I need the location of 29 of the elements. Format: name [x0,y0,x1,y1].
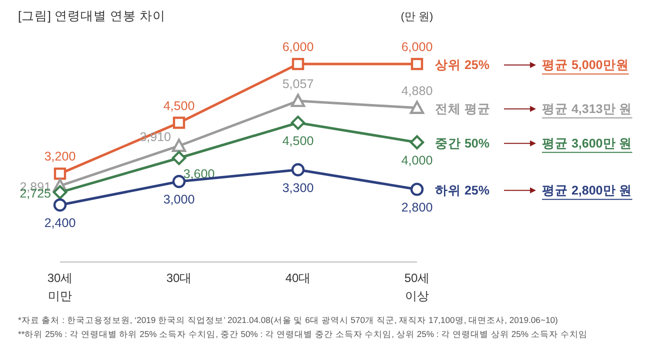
data-label: 3,200 [44,150,76,164]
data-label: 2,400 [44,216,76,230]
text: 평균 5,000만원 [542,58,629,72]
data-label: 4,880 [401,84,433,98]
data-label: 6,000 [282,40,314,54]
text: 평균 4,313만 원 [542,102,632,116]
series-label: 중간 50% [435,136,490,150]
text: 평균 2,800만 원 [542,183,632,198]
text: *자료 출처 : 한국고용정보원, ‘2019 한국의 직업정보’ 2021.04.08(서울 및 6대 광역시 570개 직군, 재직자 17,100명, 대면조사, 2019.06~10) [18,315,558,325]
x-tick-label: 30대 [166,271,192,285]
data-label: 2,800 [401,200,433,214]
data-label: 6,000 [401,40,433,54]
data-label: 3,600 [183,167,215,181]
data-label: 3,300 [282,180,314,195]
x-tick-label: 30세 미만 [47,271,73,303]
data-label: 4,500 [163,98,195,113]
x-tick-label: 50세 이상 [404,271,430,303]
text: **하위 25% : 각 연령대별 하위 25% 소득자 수치임, 중간 50% : 각 연령대별 중간 소득자 수치임, 상위 25% : 각 연령대별 상위 25% 소득자 수치임 [18,329,588,339]
series-label: 하위 25% [435,183,490,198]
chart-title: [그림] 연령대별 연봉 차이 [18,9,166,23]
y-axis-title: (만 원) [400,11,434,23]
data-label: 3,000 [163,192,195,206]
data-label: 4,000 [401,153,433,168]
series-label: 상위 25% [435,58,490,72]
data-label: 5,057 [282,76,314,91]
data-label: 4,500 [282,134,314,148]
series-label: 전체 평균 [435,102,490,116]
x-tick-label: 40대 [285,271,311,285]
text: 평균 3,600만 원 [542,136,632,150]
